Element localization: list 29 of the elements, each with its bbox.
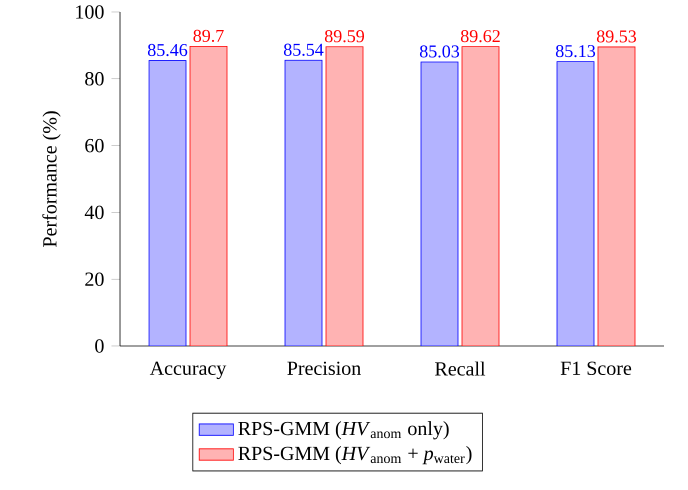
data-label: 85.46 (148, 44, 188, 56)
bar (326, 46, 364, 346)
y-tick-label: 20 (85, 272, 104, 286)
bar (148, 60, 186, 346)
y-tick-label: 60 (85, 138, 104, 152)
data-label: 89.62 (460, 30, 500, 42)
bar (556, 61, 594, 346)
data-label: 89.7 (193, 30, 224, 42)
y-axis-title: Performance (%) (42, 111, 61, 247)
data-label: 89.53 (596, 30, 636, 43)
x-tick-label: Recall (435, 362, 486, 376)
y-tick-label: 40 (84, 206, 104, 220)
x-tick-label: F1 Score (560, 362, 632, 376)
bar (462, 46, 500, 346)
data-label: 89.59 (324, 30, 364, 42)
bar (420, 62, 458, 346)
bar (284, 60, 322, 346)
legend-label: RPS-GMM (HV$_{anom}$ only) (238, 421, 449, 440)
data-label: 85.13 (556, 45, 596, 58)
y-tick-label: 80 (85, 72, 104, 86)
bar (598, 46, 636, 346)
data-label: 85.03 (420, 45, 460, 58)
x-tick-label: Accuracy (150, 362, 226, 380)
y-tick-label: 100 (76, 5, 104, 19)
data-label: 85.54 (284, 44, 324, 56)
bar (190, 46, 228, 346)
y-tick-label: 0 (95, 339, 104, 353)
legend-label: RPS-GMM (HV$_{anom}$ + p$_{water}$) (238, 446, 472, 464)
x-tick-label: Precision (287, 362, 361, 376)
